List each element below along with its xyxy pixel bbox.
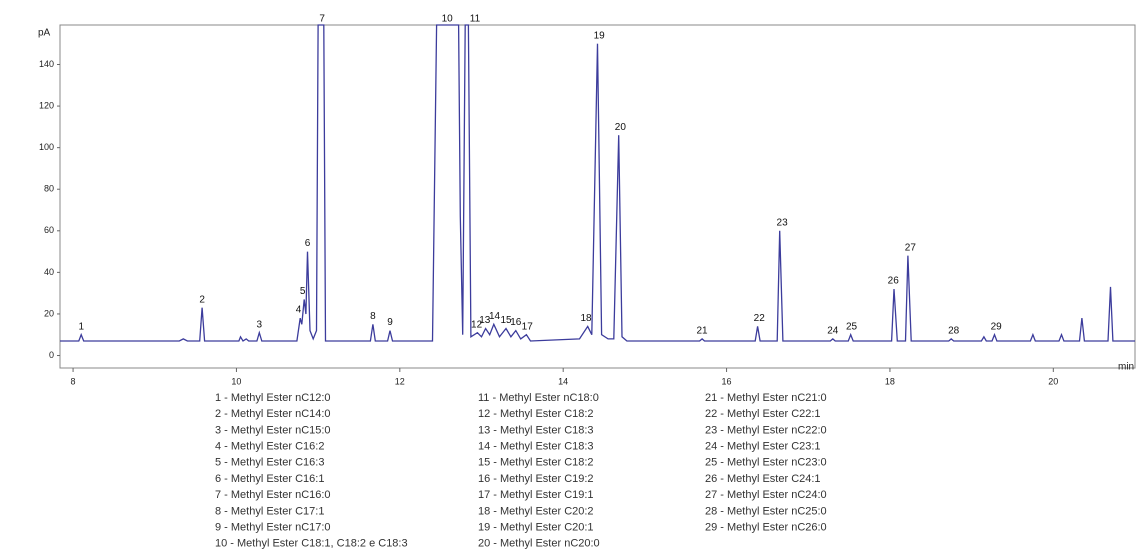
legend-entry: 16 - Methyl Ester C19:2: [478, 473, 594, 485]
legend-entry: 9 - Methyl Ester nC17:0: [215, 522, 331, 534]
y-tick-label: 140: [39, 59, 54, 69]
peak-label: 22: [754, 313, 766, 324]
y-tick-label: 100: [39, 142, 54, 152]
peak-label: 5: [300, 286, 306, 297]
peak-label: 4: [296, 305, 302, 316]
legend-entry: 24 - Methyl Ester C23:1: [705, 441, 821, 453]
peak-label: 16: [510, 317, 522, 328]
legend-entry: 11 - Methyl Ester nC18:0: [478, 392, 599, 404]
legend-entry: 23 - Methyl Ester nC22:0: [705, 424, 827, 436]
legend-entry: 8 - Methyl Ester C17:1: [215, 505, 324, 517]
x-tick-label: 16: [722, 376, 732, 386]
peak-label: 12: [471, 319, 483, 330]
peak-label: 20: [615, 122, 627, 133]
legend-entry: 19 - Methyl Ester C20:1: [478, 522, 594, 534]
x-axis-label: min: [1118, 362, 1134, 373]
x-tick-label: 14: [558, 376, 568, 386]
legend-entry: 6 - Methyl Ester C16:1: [215, 473, 324, 485]
peak-label: 23: [777, 217, 789, 228]
x-tick-label: 12: [395, 376, 405, 386]
peak-label: 9: [387, 317, 393, 328]
chromatogram-trace: [60, 24, 1135, 342]
legend-entry: 2 - Methyl Ester nC14:0: [215, 408, 331, 420]
legend-entry: 28 - Methyl Ester nC25:0: [705, 505, 827, 517]
x-tick-label: 20: [1048, 376, 1058, 386]
legend-entry: 10 - Methyl Ester C18:1, C18:2 e C18:3: [215, 538, 408, 550]
peak-label: 10: [442, 14, 454, 25]
legend-entry: 13 - Methyl Ester C18:3: [478, 424, 594, 436]
peak-label: 27: [905, 242, 917, 253]
peak-label: 18: [581, 313, 593, 324]
legend-entry: 22 - Methyl Ester C22:1: [705, 408, 821, 420]
peak-label: 13: [479, 315, 491, 326]
peak-label: 14: [489, 311, 501, 322]
y-tick-label: 20: [44, 308, 54, 318]
legend-entry: 3 - Methyl Ester nC15:0: [215, 424, 331, 436]
legend-entry: 12 - Methyl Ester C18:2: [478, 408, 594, 420]
peak-label: 6: [305, 238, 311, 249]
legend-entry: 14 - Methyl Ester C18:3: [478, 441, 594, 453]
peak-label: 11: [470, 14, 481, 25]
peak-label: 8: [370, 311, 376, 322]
legend-entry: 7 - Methyl Ester nC16:0: [215, 489, 331, 501]
peak-label: 25: [846, 321, 858, 332]
peak-label: 15: [500, 315, 512, 326]
legend-entry: 17 - Methyl Ester C19:1: [478, 489, 594, 501]
peak-label: 3: [257, 319, 263, 330]
peak-label: 19: [594, 30, 606, 41]
x-tick-label: 8: [71, 376, 76, 386]
legend-entry: 15 - Methyl Ester C18:2: [478, 457, 594, 469]
y-tick-label: 0: [49, 350, 54, 360]
legend-entry: 20 - Methyl Ester nC20:0: [478, 538, 600, 550]
y-axis-label: pA: [38, 28, 51, 39]
legend-entry: 29 - Methyl Ester nC26:0: [705, 522, 827, 534]
peak-label: 24: [827, 326, 839, 337]
y-tick-label: 120: [39, 100, 54, 110]
legend-entry: 27 - Methyl Ester nC24:0: [705, 489, 827, 501]
peak-label: 1: [78, 321, 84, 332]
legend-entry: 25 - Methyl Ester nC23:0: [705, 457, 827, 469]
legend-entry: 5 - Methyl Ester C16:3: [215, 457, 324, 469]
x-tick-label: 18: [885, 376, 895, 386]
legend-entry: 1 - Methyl Ester nC12:0: [215, 392, 331, 404]
legend-entry: 26 - Methyl Ester C24:1: [705, 473, 821, 485]
peak-label: 26: [888, 276, 900, 287]
peak-label: 29: [991, 321, 1003, 332]
peak-label: 17: [522, 321, 534, 332]
y-tick-label: 80: [44, 184, 54, 194]
peak-label: 21: [696, 326, 708, 337]
y-tick-label: 60: [44, 225, 54, 235]
peak-label: 28: [948, 326, 960, 337]
peak-label: 7: [319, 14, 325, 25]
legend-entry: 18 - Methyl Ester C20:2: [478, 505, 594, 517]
legend-entry: 21 - Methyl Ester nC21:0: [705, 392, 827, 404]
legend-entry: 4 - Methyl Ester C16:2: [215, 441, 324, 453]
y-tick-label: 40: [44, 267, 54, 277]
x-tick-label: 10: [231, 376, 241, 386]
plot-frame: [59, 24, 1136, 369]
peak-label: 2: [199, 294, 205, 305]
